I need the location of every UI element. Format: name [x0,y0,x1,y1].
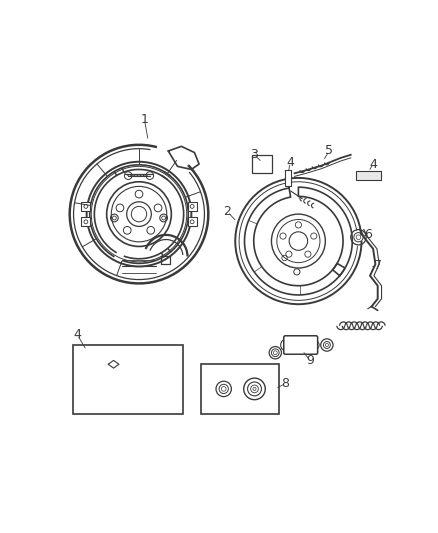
Bar [81,217,91,227]
Text: 1: 1 [141,113,148,126]
Text: 5: 5 [325,144,333,157]
Bar [252,155,272,173]
Text: 4: 4 [286,156,294,169]
Text: 4: 4 [74,328,81,342]
Bar [187,202,197,211]
Bar [81,202,91,211]
Bar [187,217,197,227]
FancyBboxPatch shape [284,336,318,354]
Bar [73,345,183,414]
Text: 3: 3 [251,148,258,161]
Text: 4: 4 [369,158,377,171]
Text: 2: 2 [224,205,232,219]
Text: 6: 6 [364,229,372,241]
Bar [356,171,381,180]
Text: 8: 8 [281,377,290,390]
Text: 7: 7 [374,259,381,272]
Bar [285,170,291,185]
Text: 9: 9 [306,354,314,367]
Bar [201,364,279,414]
